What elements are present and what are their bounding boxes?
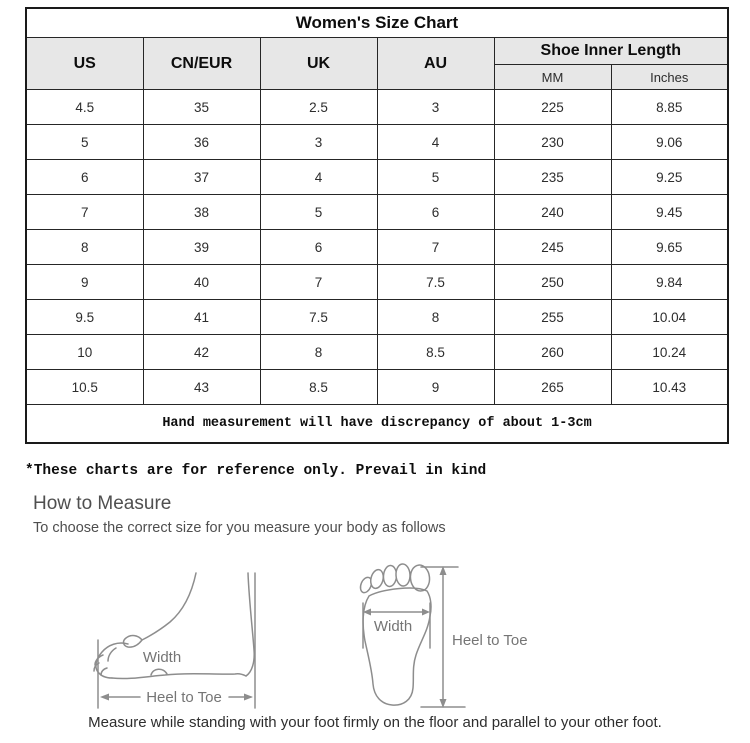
toe-4 — [369, 568, 385, 590]
size-cell: 43 — [142, 369, 261, 405]
size-cell: 7 — [25, 194, 144, 230]
table-row: 10 42 8 8.5 260 10.24 — [25, 334, 729, 370]
foot-side-toe-loop — [122, 634, 143, 648]
foot-side-toes — [95, 642, 129, 679]
size-cell: 10.04 — [610, 299, 729, 335]
size-cell: 9.45 — [610, 194, 729, 230]
arrowhead-left — [363, 608, 371, 616]
how-to-measure-subheading: To choose the correct size for you measu… — [33, 520, 446, 536]
size-cell: 8.5 — [259, 369, 378, 405]
size-cell: 7.5 — [376, 264, 495, 300]
table-row: 5 36 3 4 230 9.06 — [25, 124, 729, 160]
size-cell: 255 — [493, 299, 612, 335]
table-footnote: Hand measurement will have discrepancy o… — [25, 404, 729, 444]
table-row: 4.5 35 2.5 3 225 8.85 — [25, 89, 729, 125]
table-row: 9 40 7 7.5 250 9.84 — [25, 264, 729, 300]
size-cell: 10.24 — [610, 334, 729, 370]
column-header-inner-length: Shoe Inner Length — [493, 37, 729, 65]
size-cell: 7 — [376, 229, 495, 265]
size-cell: 260 — [493, 334, 612, 370]
size-cell: 265 — [493, 369, 612, 405]
foot-side-ball-arc — [150, 668, 168, 676]
foot-side-sole — [111, 672, 247, 680]
top-view-foot-diagram: Width Heel to Toe — [359, 563, 528, 708]
size-cell: 35 — [142, 89, 261, 125]
column-header-mm: MM — [493, 64, 612, 90]
toe-2 — [395, 563, 411, 587]
arrowhead-up — [439, 566, 447, 575]
size-cell: 9 — [376, 369, 495, 405]
size-cell: 10.5 — [25, 369, 144, 405]
size-cell: 7 — [259, 264, 378, 300]
table-row: 7 38 5 6 240 9.45 — [25, 194, 729, 230]
measure-caption: Measure while standing with your foot fi… — [88, 714, 662, 731]
size-cell: 9.25 — [610, 159, 729, 195]
table-header-row: US CN/EUR UK AU Shoe Inner Length — [25, 37, 729, 90]
toe-big — [409, 564, 431, 592]
arrowhead-right — [422, 608, 430, 616]
table-row: 10.5 43 8.5 9 265 10.43 — [25, 369, 729, 405]
side-length-label: Heel to Toe — [146, 689, 222, 706]
arrowhead-down — [439, 699, 447, 708]
size-cell: 5 — [376, 159, 495, 195]
size-chart-table: Women's Size Chart US CN/EUR UK AU Shoe … — [25, 7, 729, 444]
size-cell: 8.5 — [376, 334, 495, 370]
size-cell: 36 — [142, 124, 261, 160]
toe-3 — [382, 564, 398, 588]
side-view-foot-diagram: Heel to Toe Width — [93, 572, 256, 709]
size-cell: 10.43 — [610, 369, 729, 405]
size-cell: 41 — [142, 299, 261, 335]
size-cell: 250 — [493, 264, 612, 300]
reference-note: *These charts are for reference only. Pr… — [25, 463, 487, 479]
size-cell: 245 — [493, 229, 612, 265]
arrowhead-left — [100, 693, 109, 701]
table-footnote-row: Hand measurement will have discrepancy o… — [25, 404, 729, 444]
size-cell: 10 — [25, 334, 144, 370]
foot-top-outline — [362, 587, 432, 706]
size-cell: 38 — [142, 194, 261, 230]
table-row: 6 37 4 5 235 9.25 — [25, 159, 729, 195]
foot-side-heel — [245, 572, 255, 677]
size-cell: 8 — [376, 299, 495, 335]
size-cell: 9.84 — [610, 264, 729, 300]
size-cell: 225 — [493, 89, 612, 125]
size-cell: 5 — [259, 194, 378, 230]
top-width-label: Width — [374, 618, 412, 635]
arrowhead-right — [244, 693, 253, 701]
size-cell: 235 — [493, 159, 612, 195]
size-cell: 5 — [25, 124, 144, 160]
column-header-uk: UK — [259, 37, 378, 90]
how-to-measure-heading: How to Measure — [33, 493, 172, 514]
size-cell: 6 — [25, 159, 144, 195]
top-length-label: Heel to Toe — [452, 632, 528, 649]
size-cell: 9.5 — [25, 299, 144, 335]
side-width-label: Width — [143, 649, 181, 666]
size-cell: 3 — [259, 124, 378, 160]
size-cell: 4.5 — [25, 89, 144, 125]
size-cell: 9.65 — [610, 229, 729, 265]
size-cell: 8.85 — [610, 89, 729, 125]
table-row: 9.5 41 7.5 8 255 10.04 — [25, 299, 729, 335]
size-cell: 4 — [259, 159, 378, 195]
size-cell: 9 — [25, 264, 144, 300]
size-cell: 240 — [493, 194, 612, 230]
toe-pinky — [359, 576, 373, 594]
size-cell: 4 — [376, 124, 495, 160]
column-header-au: AU — [376, 37, 495, 90]
size-cell: 3 — [376, 89, 495, 125]
foot-side-outline — [141, 572, 197, 641]
